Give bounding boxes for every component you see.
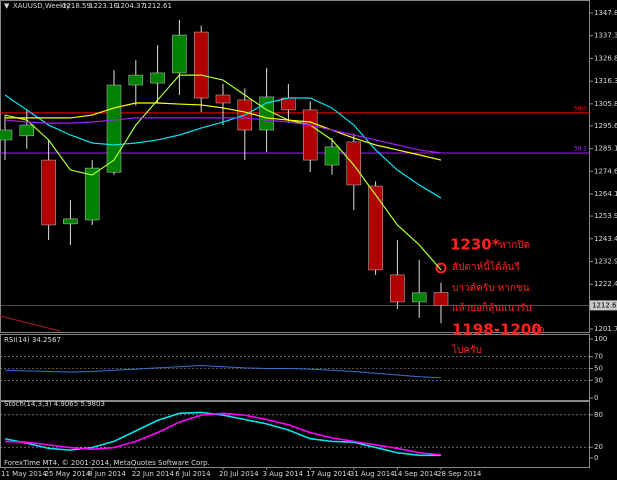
x-tick-label: 8 Jun 2014 bbox=[88, 470, 126, 478]
candle-body bbox=[281, 97, 296, 111]
candle-body bbox=[41, 159, 56, 226]
y-tick-label: 1295.60 bbox=[594, 122, 617, 130]
y-tick-label: 70 bbox=[594, 353, 603, 361]
candle-body bbox=[63, 218, 78, 225]
candle-body bbox=[346, 141, 362, 186]
x-tick-label: 25 May 2014 bbox=[45, 470, 91, 478]
x-tick-label: 17 Aug 2014 bbox=[306, 470, 351, 478]
indicator-line bbox=[4, 412, 442, 456]
x-tick-label: 20 Jul 2014 bbox=[219, 470, 259, 478]
annotation: 1230* bbox=[450, 236, 500, 254]
candle-body bbox=[302, 109, 318, 161]
candle-body bbox=[84, 167, 100, 221]
candle-body bbox=[19, 124, 35, 137]
y-tick-label: 1201.70 bbox=[594, 325, 617, 333]
marker-circle bbox=[435, 262, 447, 274]
annotation: บาวด์ครับ หากชน bbox=[452, 282, 530, 294]
indicator-line bbox=[4, 94, 442, 199]
y-tick-label: 30 bbox=[594, 376, 603, 384]
indicator-line bbox=[4, 365, 442, 379]
y-tick-label: 1305.80 bbox=[594, 100, 617, 108]
candle-body bbox=[433, 292, 449, 306]
y-tick-label: 100 bbox=[594, 335, 607, 343]
rsi-panel bbox=[0, 334, 590, 401]
annotation: สัปดาห์นี้ได้ลุ้นรี bbox=[452, 259, 520, 273]
indicator-line bbox=[4, 411, 441, 457]
x-tick-label: 22 Jun 2014 bbox=[132, 470, 175, 478]
bid-label: 1212.61 bbox=[592, 301, 617, 309]
candle-body bbox=[0, 129, 13, 141]
y-tick-label: 1347.80 bbox=[594, 9, 617, 17]
candle-body bbox=[128, 74, 144, 86]
y-tick-label: 50 bbox=[594, 365, 603, 373]
menu-arrow[interactable]: ▼ bbox=[4, 2, 10, 10]
indicator-line bbox=[4, 74, 442, 271]
y-tick-label: 1316.30 bbox=[594, 77, 617, 85]
annotation: แล้วย่อก็ลุ้นแนวรับ bbox=[452, 300, 532, 314]
y-tick-label: 1253.90 bbox=[594, 212, 617, 220]
x-tick-label: 14 Sep 2014 bbox=[393, 470, 438, 478]
stoch-title: Stoch(14,3,3) 4.9065 5.9803 bbox=[4, 400, 105, 408]
x-tick-label: 11 May 2014 bbox=[1, 470, 47, 478]
rsi-title: RSI(14) 34.2567 bbox=[4, 336, 61, 344]
y-tick-label: 1232.90 bbox=[594, 258, 617, 266]
y-tick-label: 0 bbox=[594, 454, 598, 462]
header-low: 1204.37 bbox=[116, 2, 145, 10]
candle-body bbox=[390, 274, 405, 303]
indicator-line bbox=[5, 102, 442, 161]
candle-body bbox=[411, 292, 427, 303]
y-tick-label: 80 bbox=[594, 411, 603, 419]
annotation: ไปครับ bbox=[451, 344, 482, 356]
header-close: 1212.61 bbox=[143, 2, 172, 10]
trend-line bbox=[0, 315, 61, 332]
y-tick-label: 1285.10 bbox=[594, 145, 617, 153]
candle-body bbox=[324, 146, 340, 166]
bid-box bbox=[590, 300, 617, 311]
footer: ForexTime MT4, © 2001-2014, MetaQuotes S… bbox=[4, 459, 210, 467]
annotation: ต่อ bbox=[532, 325, 545, 336]
header-open: 1218.59 bbox=[62, 2, 91, 10]
y-tick-label: 1274.60 bbox=[594, 167, 617, 175]
frame bbox=[0, 0, 590, 468]
y-tick-label: 20 bbox=[594, 443, 603, 451]
y-tick-label: 1222.40 bbox=[594, 280, 617, 288]
candle-body bbox=[368, 185, 383, 271]
stoch-panel bbox=[0, 401, 590, 468]
y-tick-label: 1264.10 bbox=[594, 190, 617, 198]
candle-body bbox=[215, 94, 231, 104]
symbol-title: XAUUSD,Weekly bbox=[13, 2, 70, 10]
annotation: 1198-1200 bbox=[452, 321, 542, 339]
x-tick-label: 6 Jul 2014 bbox=[175, 470, 211, 478]
candle-body bbox=[150, 72, 165, 84]
indicator-line bbox=[4, 117, 442, 154]
main-panel bbox=[0, 0, 590, 333]
candle-body bbox=[193, 31, 209, 99]
y-tick-label: 1243.40 bbox=[594, 235, 617, 243]
x-tick-label: 28 Sep 2014 bbox=[437, 470, 482, 478]
x-tick-label: 3 Aug 2014 bbox=[263, 470, 304, 478]
header-high: 1223.16 bbox=[89, 2, 118, 10]
y-tick-label: 1337.30 bbox=[594, 32, 617, 40]
y-tick-label: 1326.80 bbox=[594, 54, 617, 62]
candle-body bbox=[172, 34, 187, 74]
annotation: หากปิด bbox=[499, 240, 530, 251]
level-label: 50.0 bbox=[574, 105, 588, 112]
level-label: 38.2 bbox=[574, 145, 588, 152]
x-tick-label: 31 Aug 2014 bbox=[350, 470, 395, 478]
y-tick-label: 0 bbox=[594, 394, 598, 402]
